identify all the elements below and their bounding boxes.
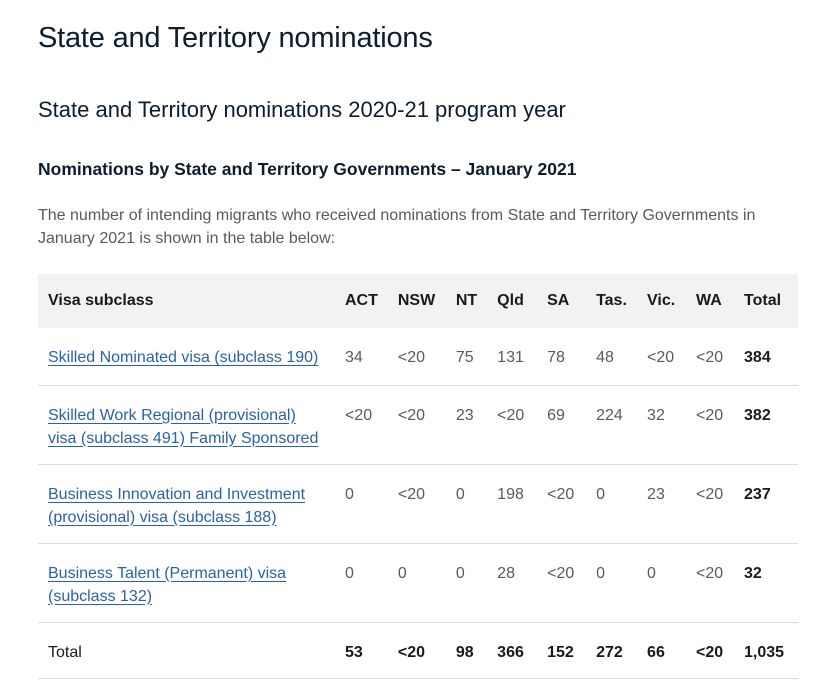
header-wa: WA — [696, 292, 722, 309]
cell-vic: 32 — [647, 406, 665, 424]
cell-nt: 0 — [455, 564, 465, 582]
header-nt: NT — [455, 292, 478, 309]
cell-sa: <20 — [547, 485, 575, 503]
cell-wa: <20 — [696, 564, 724, 582]
table-total-row: Total 53 <20 98 366 152 272 66 <20 1,035 — [38, 622, 798, 678]
cell-nsw: 0 — [397, 564, 407, 582]
total-qld: 366 — [497, 643, 524, 661]
total-vic: 66 — [647, 643, 665, 661]
cell-tas: 0 — [596, 485, 605, 503]
total-row-label: Total — [48, 643, 82, 661]
cell-row-total: 384 — [744, 349, 771, 366]
cell-tas: 224 — [596, 406, 623, 424]
cell-tas: 48 — [596, 349, 614, 366]
cell-sa: <20 — [547, 564, 575, 582]
cell-qld: 198 — [497, 485, 524, 503]
table-row: Skilled Work Regional (provisional) visa… — [38, 385, 798, 464]
total-nsw: <20 — [397, 643, 425, 661]
cell-nt: 0 — [455, 485, 465, 503]
nominations-table: Visa subclass ACT NSW NT Qld SA Tas. Vic… — [38, 274, 798, 679]
table-header-row: Visa subclass ACT NSW NT Qld SA Tas. Vic… — [38, 274, 798, 328]
page-title: State and Territory nominations — [38, 22, 433, 54]
visa-link-subclass-132[interactable]: Business Talent (Permanent) visa (subcla… — [48, 564, 287, 605]
table-row: Business Innovation and Investment (prov… — [38, 464, 798, 543]
cell-act: 34 — [344, 349, 363, 366]
cell-tas: 0 — [596, 564, 605, 582]
cell-sa: 69 — [547, 406, 565, 424]
total-tas: 272 — [596, 643, 623, 661]
section-heading: Nominations by State and Territory Gover… — [38, 159, 577, 179]
cell-row-total: 32 — [744, 564, 762, 582]
cell-qld: <20 — [497, 406, 525, 424]
table-row: Skilled Nominated visa (subclass 190) 34… — [38, 328, 798, 385]
cell-sa: 78 — [547, 349, 565, 366]
cell-vic: 23 — [647, 485, 665, 503]
cell-nsw: <20 — [397, 349, 425, 366]
total-nt: 98 — [455, 643, 474, 661]
header-sa: SA — [547, 292, 570, 309]
cell-nt: 23 — [455, 406, 474, 424]
total-sa: 152 — [547, 643, 574, 661]
header-act: ACT — [344, 292, 378, 309]
cell-act: 0 — [344, 564, 354, 582]
total-act: 53 — [344, 643, 363, 661]
visa-link-subclass-190[interactable]: Skilled Nominated visa (subclass 190) — [48, 349, 319, 366]
page-subtitle: State and Territory nominations 2020-21 … — [38, 97, 566, 122]
table-row: Business Talent (Permanent) visa (subcla… — [38, 543, 798, 622]
header-qld: Qld — [497, 292, 524, 309]
cell-wa: <20 — [696, 349, 724, 366]
cell-nsw: <20 — [397, 406, 425, 424]
total-wa: <20 — [696, 643, 724, 661]
cell-act: 0 — [344, 485, 354, 503]
cell-vic: 0 — [647, 564, 656, 582]
cell-nsw: <20 — [397, 485, 425, 503]
header-total: Total — [744, 292, 782, 309]
cell-nt: 75 — [455, 349, 474, 366]
cell-vic: <20 — [647, 349, 675, 366]
cell-act: <20 — [344, 406, 373, 424]
cell-row-total: 237 — [744, 485, 771, 503]
cell-wa: <20 — [696, 406, 724, 424]
cell-row-total: 382 — [744, 406, 771, 424]
cell-qld: 28 — [497, 564, 515, 582]
cell-wa: <20 — [696, 485, 724, 503]
header-tas: Tas. — [596, 292, 627, 309]
cell-qld: 131 — [497, 349, 524, 366]
visa-link-subclass-491[interactable]: Skilled Work Regional (provisional) visa… — [48, 406, 319, 447]
header-visa-subclass: Visa subclass — [48, 292, 154, 309]
header-vic: Vic. — [647, 292, 676, 309]
visa-link-subclass-188[interactable]: Business Innovation and Investment (prov… — [48, 485, 306, 526]
intro-paragraph: The number of intending migrants who rec… — [38, 207, 756, 247]
grand-total: 1,035 — [744, 643, 785, 661]
header-nsw: NSW — [397, 292, 436, 309]
